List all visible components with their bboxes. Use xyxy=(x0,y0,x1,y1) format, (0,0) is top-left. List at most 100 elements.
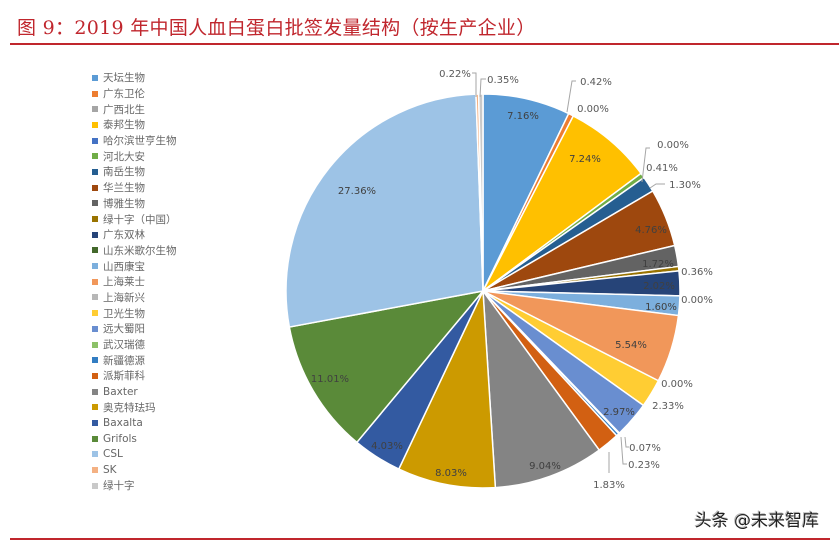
data-label: 1.83% xyxy=(593,480,625,491)
legend-item: 泰邦生物 xyxy=(92,117,177,133)
legend-swatch xyxy=(92,310,98,317)
legend-label: 武汉瑞德 xyxy=(103,339,145,352)
legend-swatch xyxy=(92,247,98,254)
legend-item: 广东卫伦 xyxy=(92,86,177,102)
data-label: 8.03% xyxy=(435,468,467,479)
chart-legend: 天坛生物 广东卫伦 广西北生 泰邦生物 哈尔滨世亨生物 河北大安 南岳生物 华兰生物 博雅生物绿… xyxy=(92,70,177,494)
legend-swatch xyxy=(92,372,98,379)
legend-label: 绿十字 xyxy=(103,480,135,493)
legend-swatch xyxy=(92,278,98,285)
data-label: 0.00% xyxy=(657,140,689,151)
data-label: 0.00% xyxy=(661,379,693,390)
data-label: 0.41% xyxy=(646,163,678,174)
leader-line xyxy=(641,147,650,183)
data-label: 2.33% xyxy=(652,401,684,412)
legend-label: 广东双林 xyxy=(103,229,145,242)
legend-item: 新疆德源 xyxy=(92,352,177,368)
legend-swatch xyxy=(92,435,98,442)
legend-label: 远大蜀阳 xyxy=(103,323,145,336)
legend-item: 上海莱士 xyxy=(92,274,177,290)
pie-slice xyxy=(482,288,601,489)
legend-item: 奥克特珐玛 xyxy=(92,399,177,415)
legend-swatch xyxy=(92,325,98,332)
data-label: 27.36% xyxy=(338,186,376,197)
legend-swatch xyxy=(92,404,98,411)
legend-item: 上海新兴 xyxy=(92,290,177,306)
legend-label: 卫光生物 xyxy=(103,307,145,320)
legend-label: 山西康宝 xyxy=(103,260,145,273)
legend-swatch xyxy=(92,137,98,144)
data-label: 1.72% xyxy=(642,259,674,270)
legend-item: 天坛生物 xyxy=(92,70,177,86)
legend-item: 卫光生物 xyxy=(92,305,177,321)
data-label: 0.42% xyxy=(580,77,612,88)
legend-label: 奥克特珐玛 xyxy=(103,401,156,414)
data-label: 7.24% xyxy=(569,154,601,165)
legend-label: 河北大安 xyxy=(103,150,145,163)
legend-swatch xyxy=(92,153,98,160)
legend-item: 博雅生物 xyxy=(92,196,177,212)
legend-label: 派斯菲科 xyxy=(103,370,145,383)
legend-swatch xyxy=(92,168,98,175)
legend-swatch xyxy=(92,419,98,426)
legend-swatch xyxy=(92,294,98,301)
legend-label: 广西北生 xyxy=(103,103,145,116)
legend-swatch xyxy=(92,184,98,191)
data-label: 0.35% xyxy=(487,75,519,86)
legend-label: 绿十字（中国） xyxy=(103,213,177,226)
legend-label: 博雅生物 xyxy=(103,197,145,210)
data-label: 4.76% xyxy=(635,225,667,236)
legend-item: 南岳生物 xyxy=(92,164,177,180)
leader-line xyxy=(649,183,665,189)
legend-swatch xyxy=(92,74,98,81)
data-label: 1.30% xyxy=(669,180,701,191)
legend-item: Baxalta xyxy=(92,415,177,431)
data-label: 0.36% xyxy=(681,267,713,278)
legend-swatch xyxy=(92,263,98,270)
data-label: 0.23% xyxy=(628,460,660,471)
data-label: 11.01% xyxy=(311,374,349,385)
figure-title: 图 9：2019 年中国人血白蛋白批签发量结构（按生产企业） xyxy=(17,17,536,39)
legend-swatch xyxy=(92,357,98,364)
data-label: 9.04% xyxy=(529,461,561,472)
leader-line xyxy=(620,436,627,465)
legend-label: 上海新兴 xyxy=(103,291,145,304)
leader-line xyxy=(566,80,576,113)
legend-label: Baxter xyxy=(103,385,138,398)
legend-swatch xyxy=(92,467,98,474)
legend-label: 天坛生物 xyxy=(103,72,145,85)
pie-slice xyxy=(288,289,485,444)
legend-label: 南岳生物 xyxy=(103,166,145,179)
legend-item: Baxter xyxy=(92,384,177,400)
pie-slice xyxy=(397,290,497,489)
legend-swatch xyxy=(92,341,98,348)
legend-swatch xyxy=(92,482,98,489)
legend-item: CSL xyxy=(92,447,177,463)
data-label: 0.00% xyxy=(681,295,713,306)
legend-swatch xyxy=(92,90,98,97)
leader-line xyxy=(624,436,629,448)
legend-swatch xyxy=(92,216,98,223)
legend-label: Grifols xyxy=(103,432,137,445)
legend-item: 山西康宝 xyxy=(92,258,177,274)
legend-label: 广东卫伦 xyxy=(103,88,145,101)
legend-label: SK xyxy=(103,464,117,477)
data-label: 7.16% xyxy=(507,111,539,122)
legend-item: SK xyxy=(92,462,177,478)
title-divider xyxy=(10,43,839,45)
bottom-divider xyxy=(10,538,830,540)
legend-item: 派斯菲科 xyxy=(92,368,177,384)
data-label: 2.02% xyxy=(643,281,675,292)
legend-swatch xyxy=(92,200,98,207)
data-label: 4.03% xyxy=(371,441,403,452)
pie-slice xyxy=(285,93,484,328)
pie-slice xyxy=(477,93,484,292)
legend-swatch xyxy=(92,388,98,395)
legend-item: 广西北生 xyxy=(92,101,177,117)
legend-label: Baxalta xyxy=(103,416,143,429)
legend-item: 远大蜀阳 xyxy=(92,321,177,337)
legend-item: 绿十字 xyxy=(92,478,177,494)
legend-item: 河北大安 xyxy=(92,148,177,164)
legend-label: 哈尔滨世亨生物 xyxy=(103,135,177,148)
